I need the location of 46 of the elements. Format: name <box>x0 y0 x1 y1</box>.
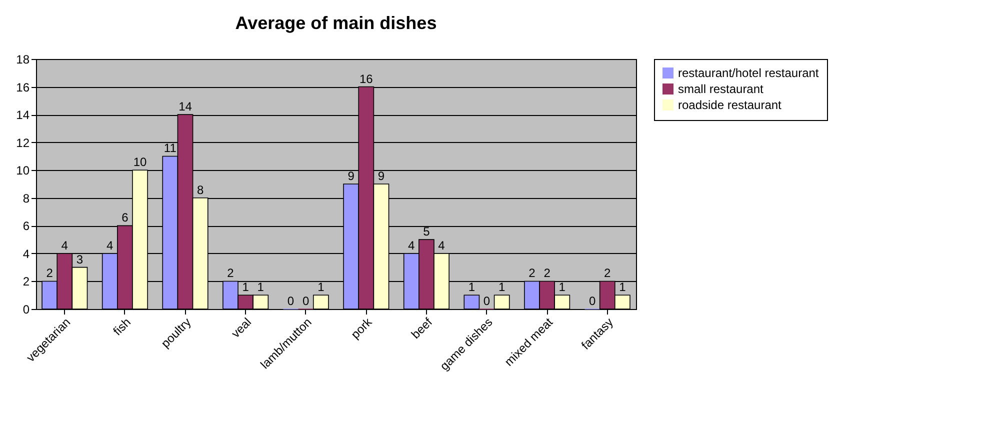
data-label: 4 <box>408 238 416 252</box>
y-tick-label: 10 <box>16 164 30 178</box>
data-label: 4 <box>106 238 114 252</box>
data-label: 0 <box>483 294 490 308</box>
y-tick-label: 18 <box>16 52 30 66</box>
data-label: 3 <box>76 252 84 266</box>
data-label: 14 <box>178 100 192 114</box>
x-tick-label: fish <box>110 315 134 338</box>
data-label: 9 <box>348 169 355 183</box>
data-label: 1 <box>468 280 476 294</box>
legend-label: restaurant/hotel restaurant <box>678 66 820 80</box>
y-tick-label: 6 <box>22 219 30 234</box>
data-label: 0 <box>588 294 596 308</box>
y-tick-label: 12 <box>16 136 30 150</box>
legend-label: small restaurant <box>678 82 764 96</box>
data-label: 2 <box>544 266 551 280</box>
data-label: 11 <box>164 141 177 156</box>
data-label: 9 <box>378 169 385 183</box>
data-label: 0 <box>287 294 294 308</box>
y-tick-label: 14 <box>16 108 30 122</box>
data-label: 10 <box>133 155 148 170</box>
data-label: 6 <box>122 210 129 225</box>
data-label: 2 <box>604 266 612 280</box>
data-label: 0 <box>302 294 310 308</box>
data-label: 1 <box>619 280 626 294</box>
data-label: 1 <box>318 280 325 294</box>
y-tick-label: 2 <box>22 274 30 289</box>
legend-label: roadside restaurant <box>678 98 782 112</box>
data-label: 4 <box>438 238 446 252</box>
data-label: 1 <box>498 280 506 294</box>
data-label: 1 <box>242 280 250 294</box>
chart-title: Average of main dishes <box>235 13 437 33</box>
y-tick-label: 0 <box>22 302 30 316</box>
data-label: 2 <box>46 266 54 280</box>
data-label: 1 <box>558 280 566 294</box>
data-label: 16 <box>359 72 374 86</box>
y-tick-label: 8 <box>22 191 30 206</box>
data-label: 2 <box>227 266 234 280</box>
data-label: 4 <box>61 238 68 252</box>
data-label: 8 <box>196 182 204 197</box>
data-label: 5 <box>423 224 430 239</box>
data-label: 2 <box>528 266 536 280</box>
y-tick-label: 4 <box>22 246 30 261</box>
y-tick-label: 16 <box>16 80 30 94</box>
data-label: 1 <box>257 280 264 294</box>
x-tick-label: veal <box>228 315 254 341</box>
